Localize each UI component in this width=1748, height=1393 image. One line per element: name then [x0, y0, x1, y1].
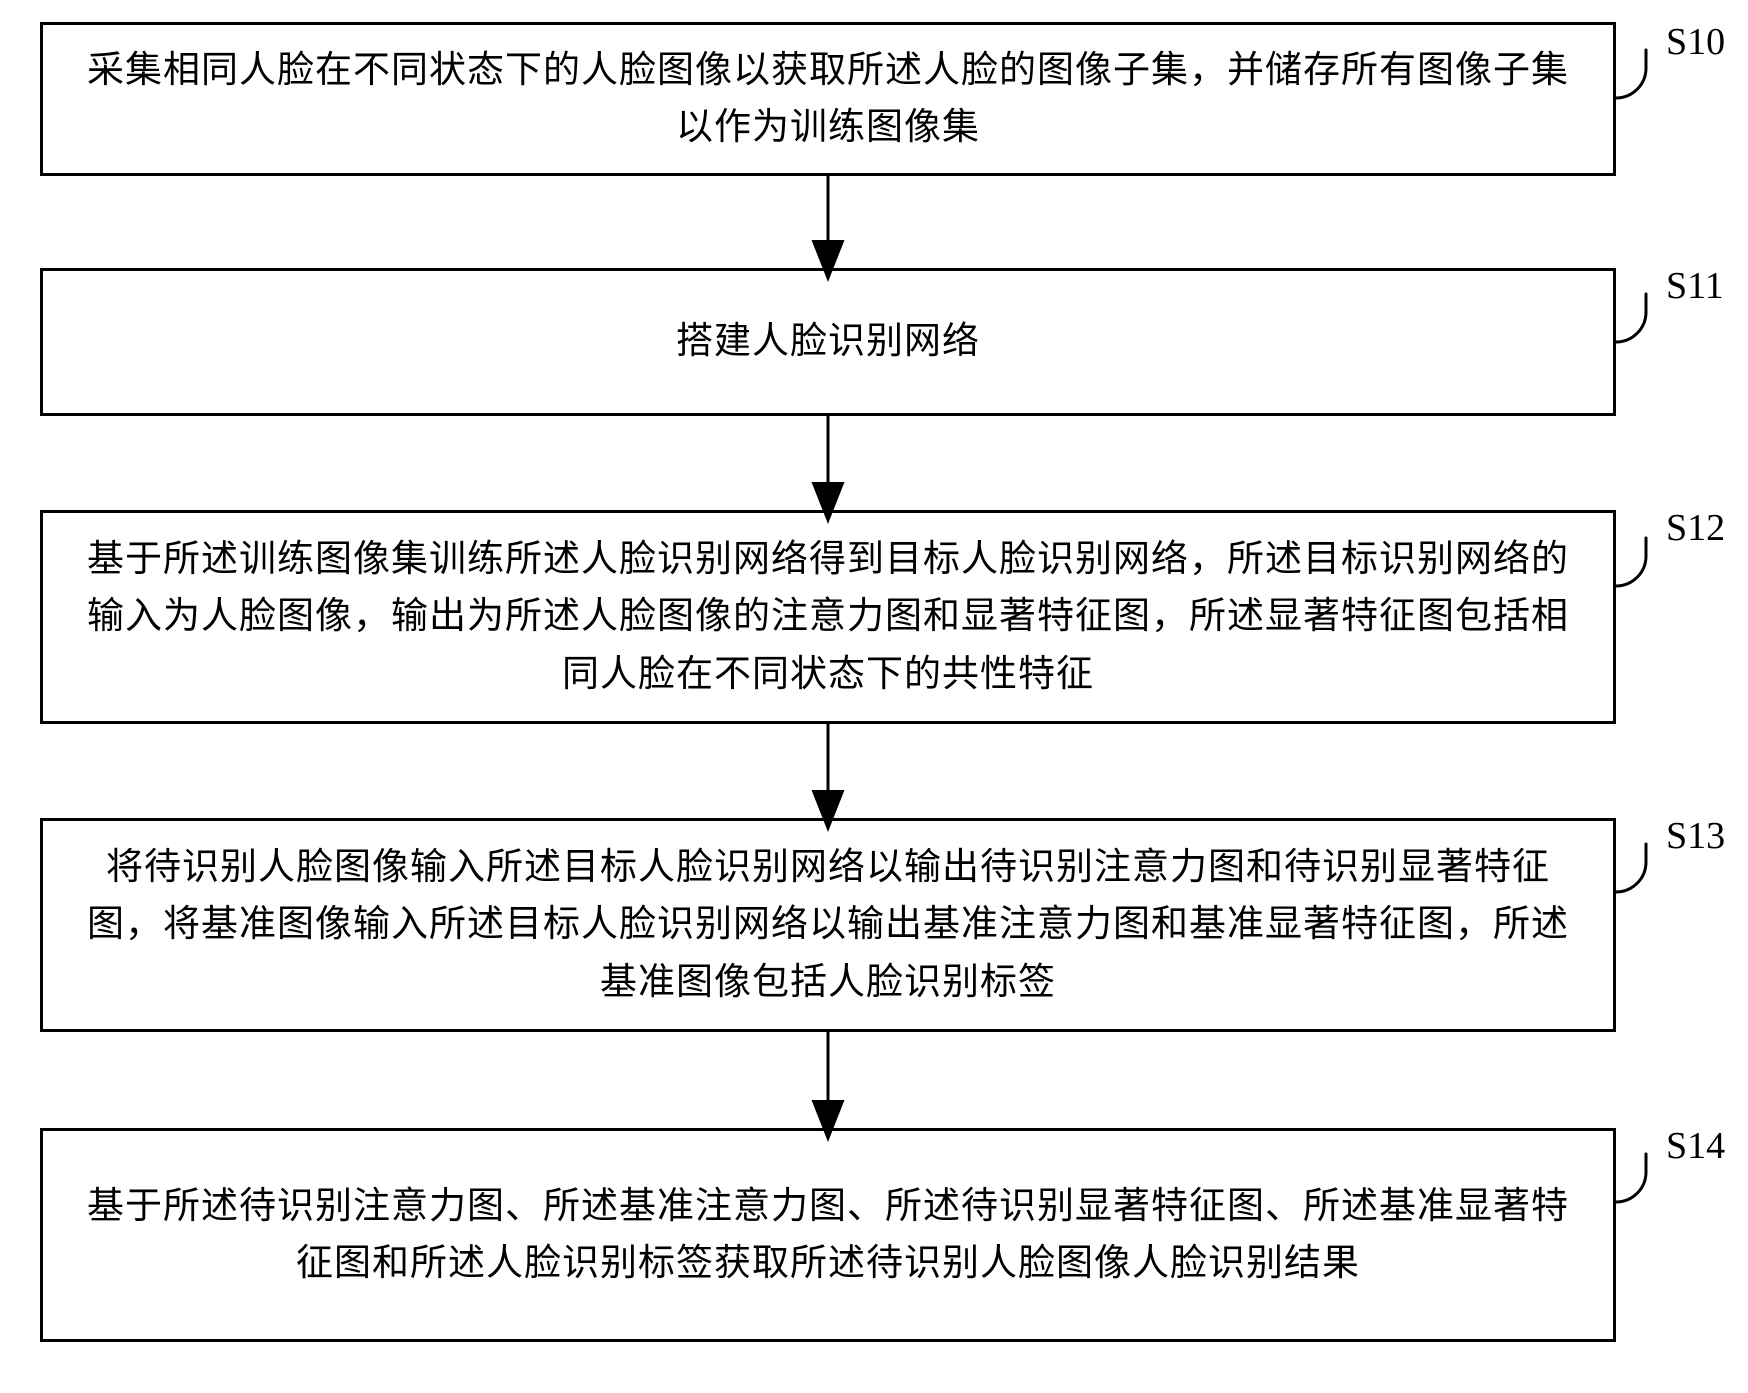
hooks-group: [1616, 50, 1646, 1202]
step-label-s10: S10: [1666, 20, 1725, 64]
step-text-s10: 采集相同人脸在不同状态下的人脸图像以获取所述人脸的图像子集，并储存所有图像子集以…: [73, 42, 1583, 157]
step-box-s11: 搭建人脸识别网络: [40, 268, 1616, 416]
step-label-s11: S11: [1666, 264, 1724, 308]
step-label-s14: S14: [1666, 1124, 1725, 1168]
step-box-s14: 基于所述待识别注意力图、所述基准注意力图、所述待识别显著特征图、所述基准显著特征…: [40, 1128, 1616, 1342]
step-text-s13: 将待识别人脸图像输入所述目标人脸识别网络以输出待识别注意力图和待识别显著特征图，…: [73, 839, 1583, 1011]
hook-s14: [1616, 1154, 1646, 1202]
step-box-s10: 采集相同人脸在不同状态下的人脸图像以获取所述人脸的图像子集，并储存所有图像子集以…: [40, 22, 1616, 176]
step-text-s12: 基于所述训练图像集训练所述人脸识别网络得到目标人脸识别网络，所述目标识别网络的输…: [73, 531, 1583, 703]
hook-s11: [1616, 294, 1646, 342]
step-text-s14: 基于所述待识别注意力图、所述基准注意力图、所述待识别显著特征图、所述基准显著特征…: [73, 1178, 1583, 1293]
step-label-s13: S13: [1666, 814, 1725, 858]
hook-s10: [1616, 50, 1646, 98]
flowchart-canvas: 采集相同人脸在不同状态下的人脸图像以获取所述人脸的图像子集，并储存所有图像子集以…: [0, 0, 1748, 1393]
step-text-s11: 搭建人脸识别网络: [676, 313, 980, 370]
hook-s13: [1616, 844, 1646, 892]
step-box-s12: 基于所述训练图像集训练所述人脸识别网络得到目标人脸识别网络，所述目标识别网络的输…: [40, 510, 1616, 724]
step-box-s13: 将待识别人脸图像输入所述目标人脸识别网络以输出待识别注意力图和待识别显著特征图，…: [40, 818, 1616, 1032]
step-label-s12: S12: [1666, 506, 1725, 550]
hook-s12: [1616, 538, 1646, 586]
